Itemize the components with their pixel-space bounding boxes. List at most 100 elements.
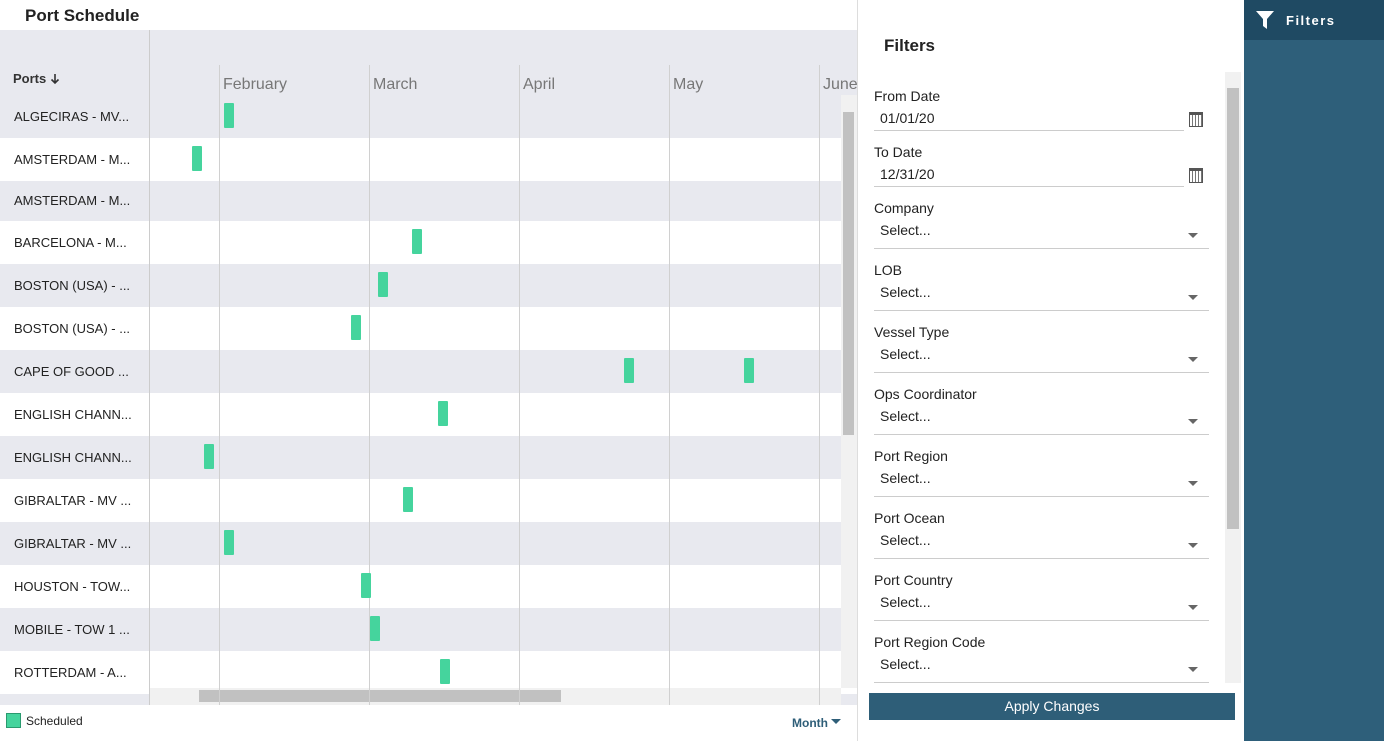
field-value[interactable]: Select... (880, 222, 931, 238)
field-value[interactable]: Select... (880, 656, 931, 672)
field-value[interactable]: Select... (880, 346, 931, 362)
schedule-bar[interactable] (378, 272, 388, 297)
dropdown-caret[interactable] (1188, 419, 1198, 424)
dropdown-caret[interactable] (1188, 295, 1198, 300)
row-band (0, 565, 857, 608)
port-label[interactable]: BARCELONA - M... (14, 234, 127, 250)
row-band (0, 608, 857, 651)
dropdown-caret[interactable] (1188, 543, 1198, 548)
row-band (0, 393, 857, 436)
row-band (0, 95, 857, 138)
filters-panel: Filters Apply Changes From Date 01/01/20 T… (857, 0, 1245, 741)
timescale-select[interactable]: Month (792, 716, 828, 730)
schedule-bar[interactable] (192, 146, 202, 171)
field-label: Company (874, 200, 934, 216)
page-title: Port Schedule (25, 6, 140, 25)
month-label: February (223, 76, 288, 93)
schedule-bar[interactable] (744, 358, 754, 383)
filters-scroll-thumb[interactable] (1227, 88, 1239, 529)
port-label[interactable]: ENGLISH CHANN... (14, 406, 132, 422)
field-label: Port Country (874, 572, 953, 588)
month-label: May (673, 76, 704, 93)
field-value[interactable]: Select... (880, 470, 931, 486)
port-label[interactable]: CAPE OF GOOD ... (14, 363, 129, 379)
field-label: Ops Coordinator (874, 386, 977, 402)
month-gridline (219, 65, 220, 705)
port-label[interactable]: ROTTERDAM - A... (14, 664, 127, 680)
field-underline (874, 620, 1209, 621)
port-label[interactable]: GIBRALTAR - MV ... (14, 535, 132, 551)
field-underline (874, 130, 1184, 131)
schedule-bar[interactable] (438, 401, 448, 426)
field-underline (874, 310, 1209, 311)
port-label[interactable]: AMSTERDAM - M... (14, 151, 131, 167)
gantt: Ports ALGECIRAS - MV... AMSTERDAM - M... A… (0, 30, 857, 705)
dropdown-caret[interactable] (1188, 233, 1198, 238)
field-value[interactable]: 12/31/20 (880, 166, 935, 182)
port-label[interactable]: ALGECIRAS - MV... (14, 108, 130, 124)
gantt-header (0, 30, 857, 95)
v-scroll-thumb[interactable] (843, 112, 854, 435)
field-value[interactable]: Select... (880, 408, 931, 424)
field-underline (874, 558, 1209, 559)
row-band (0, 522, 857, 565)
filter-icon[interactable] (1256, 11, 1274, 29)
month-gridline (819, 65, 820, 705)
field-value[interactable]: 01/01/20 (880, 110, 935, 126)
column-header[interactable]: Ports (13, 71, 47, 86)
filters-title: Filters (884, 36, 936, 55)
schedule-bar[interactable] (204, 444, 214, 469)
dropdown-caret[interactable] (1188, 667, 1198, 672)
row-band (0, 181, 857, 221)
sidebar-header[interactable] (1244, 0, 1384, 40)
field-label: Port Region (874, 448, 948, 464)
schedule-bar[interactable] (361, 573, 371, 598)
apply-button[interactable]: Apply Changes (869, 693, 1235, 720)
dropdown-caret[interactable] (1188, 481, 1198, 486)
port-label[interactable]: BOSTON (USA) - ... (14, 320, 131, 336)
port-label[interactable]: HOUSTON - TOW... (14, 578, 131, 594)
row-band (0, 350, 857, 393)
month-label: April (523, 76, 556, 93)
schedule-bar[interactable] (370, 616, 380, 641)
sidebar-label[interactable]: Filters (1286, 13, 1336, 28)
timescale-caret[interactable] (831, 719, 841, 724)
row-band (0, 651, 857, 694)
schedule-bar[interactable] (224, 530, 234, 555)
row-band (0, 221, 857, 264)
schedule-bar[interactable] (351, 315, 361, 340)
v-scrollbar[interactable] (841, 95, 857, 688)
schedule-bar[interactable] (224, 103, 234, 128)
port-label[interactable]: BOSTON (USA) - ... (14, 277, 131, 293)
filters-scrollbar[interactable] (1225, 72, 1241, 683)
field-underline (874, 496, 1209, 497)
month-gridline (669, 65, 670, 705)
schedule-bar[interactable] (440, 659, 450, 684)
field-value[interactable]: Select... (880, 532, 931, 548)
h-scroll-thumb[interactable] (199, 690, 561, 702)
month-gridline (369, 65, 370, 705)
schedule-bar[interactable] (624, 358, 634, 383)
schedule-bar[interactable] (412, 229, 422, 254)
port-label[interactable]: AMSTERDAM - M... (14, 193, 131, 208)
h-scrollbar[interactable] (150, 688, 841, 705)
month-gridline (519, 65, 520, 705)
column-divider (149, 30, 150, 705)
port-label[interactable]: ENGLISH CHANN... (14, 449, 132, 465)
port-label[interactable]: GIBRALTAR - MV ... (14, 492, 132, 508)
schedule-bar[interactable] (403, 487, 413, 512)
field-value[interactable]: Select... (880, 594, 931, 610)
field-label: From Date (874, 88, 941, 104)
port-label[interactable]: MOBILE - TOW 1 ... (14, 621, 130, 637)
sidebar: Filters (1244, 0, 1384, 741)
field-underline (874, 682, 1209, 683)
field-value[interactable]: Select... (880, 284, 931, 300)
sort-icon[interactable] (50, 73, 60, 85)
calendar-icon[interactable] (1189, 112, 1203, 127)
legend-label: Scheduled (26, 714, 83, 728)
dropdown-caret[interactable] (1188, 605, 1198, 610)
calendar-icon[interactable] (1189, 168, 1203, 183)
row-band (0, 479, 857, 522)
dropdown-caret[interactable] (1188, 357, 1198, 362)
